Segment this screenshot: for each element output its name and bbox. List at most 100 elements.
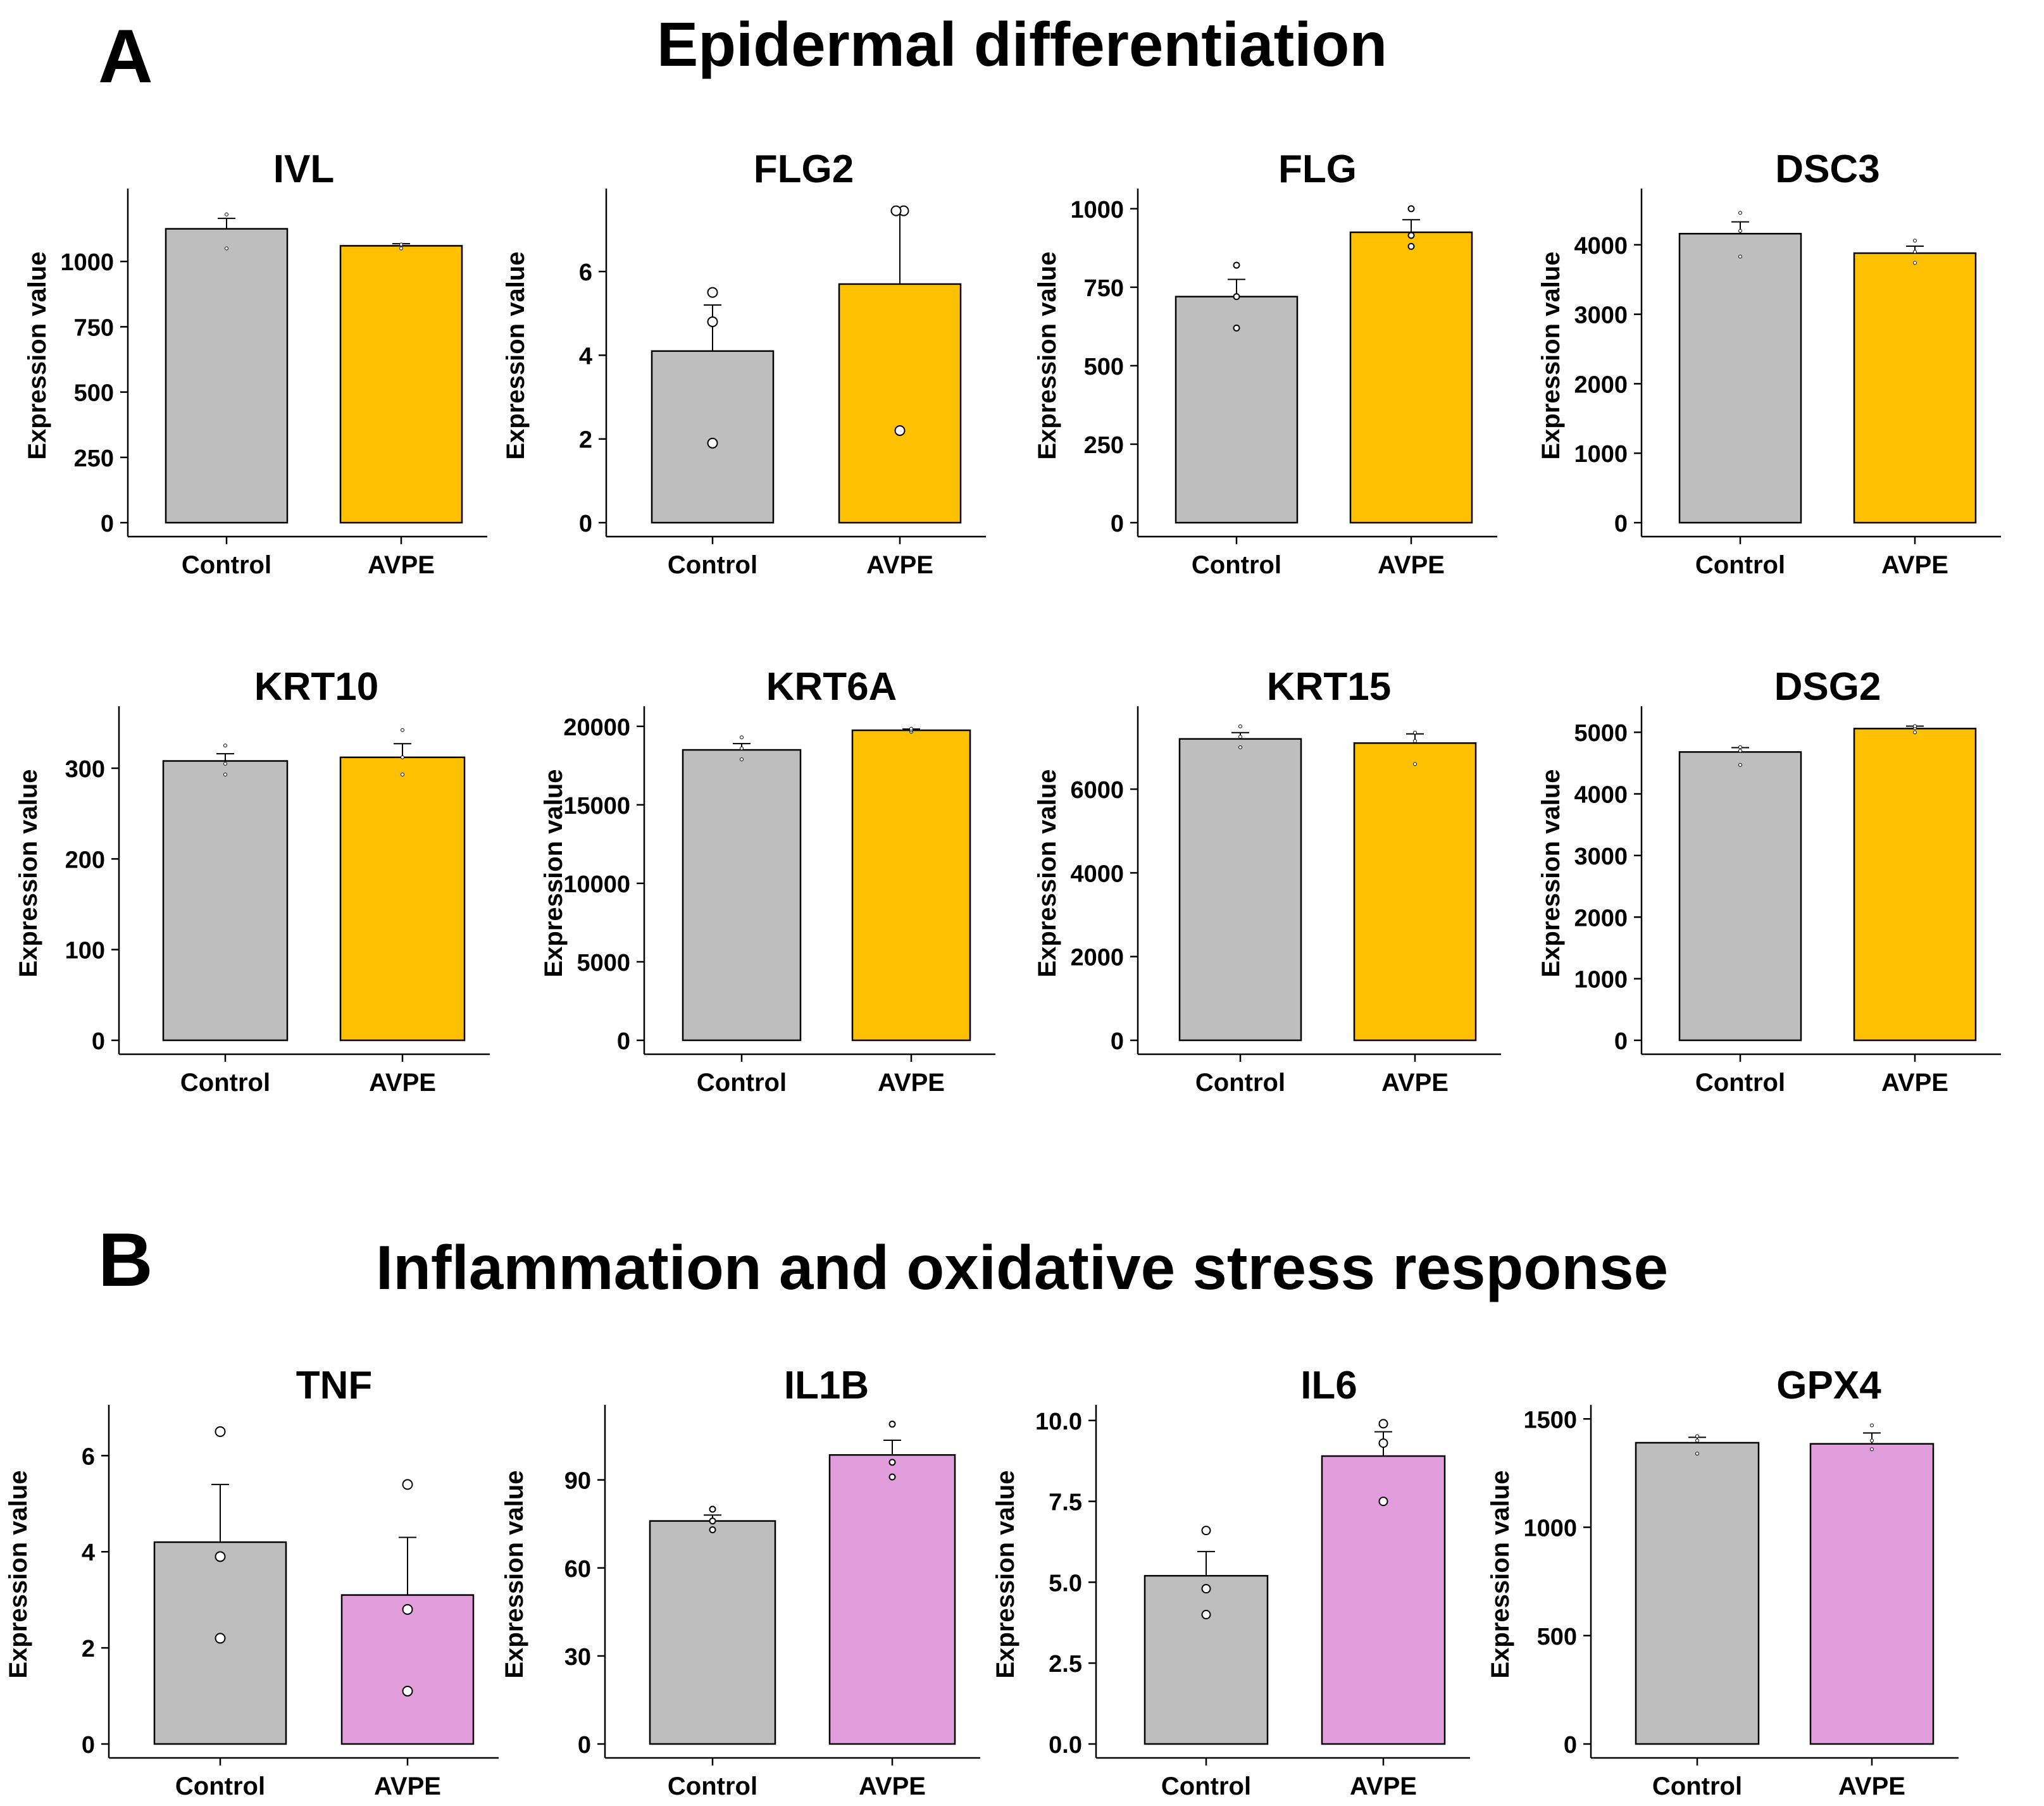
bar-avpe (828, 1454, 956, 1745)
data-point (401, 755, 404, 759)
bar-control (649, 1520, 776, 1745)
chart-dsc3: DSC3 Expression value 0 1000 2000 3000 4000 Con… (1537, 147, 2001, 579)
y-tick-label: 5.0 (1049, 1570, 1082, 1597)
y-tick-label: 0 (579, 511, 592, 537)
chart-il6: IL6 Expression value 0.0 2.5 5.0 7.5 10.0 Contr… (992, 1364, 1470, 1800)
y-tick-label: 90 (564, 1468, 591, 1495)
data-point (1413, 730, 1417, 735)
y-tick-label: 200 (65, 847, 105, 873)
y-tick-label: 250 (74, 445, 114, 472)
y-axis-label: Expression value (992, 1470, 1019, 1678)
bar-avpe (1853, 728, 1977, 1042)
data-point (1913, 261, 1917, 265)
x-tick-label-avpe: AVPE (1881, 1069, 1948, 1097)
data-point (888, 1473, 896, 1481)
y-tick-label: 2 (82, 1636, 95, 1662)
x-tick-label-avpe: AVPE (859, 1772, 926, 1800)
y-tick-label: 7.5 (1049, 1490, 1082, 1516)
data-point (740, 757, 744, 761)
data-point (1407, 205, 1415, 213)
data-point (1870, 1423, 1874, 1428)
bar-control (1678, 233, 1802, 524)
data-point (215, 1551, 226, 1562)
y-tick-label: 0 (617, 1028, 630, 1055)
chart-title: DSC3 (1775, 147, 1879, 191)
bar-avpe (1809, 1443, 1935, 1745)
y-tick-label: 250 (1084, 432, 1124, 459)
y-tick-label: 5000 (1574, 720, 1628, 747)
bar-control (162, 760, 289, 1042)
y-tick-label: 500 (74, 380, 114, 407)
data-point (1238, 724, 1242, 728)
x-tick-label-avpe: AVPE (369, 1069, 436, 1097)
chart-title: IL6 (1300, 1364, 1357, 1407)
data-point (1378, 1419, 1388, 1429)
y-tick-label: 0 (1111, 1028, 1124, 1055)
y-tick-label: 4 (579, 343, 592, 370)
data-point (1913, 249, 1917, 254)
y-tick-label: 10.0 (1035, 1409, 1082, 1435)
y-tick-label: 10000 (563, 871, 630, 898)
chart-title: IL1B (784, 1364, 869, 1407)
data-point (1913, 239, 1917, 243)
bar-avpe (1353, 742, 1477, 1042)
y-tick-label: 15000 (563, 793, 630, 819)
y-tick-label: 6000 (1070, 777, 1124, 804)
y-tick-label: 6 (82, 1443, 95, 1470)
x-tick-label-control: Control (668, 551, 757, 579)
data-point (1870, 1438, 1874, 1443)
x-tick-label-control: Control (1652, 1772, 1742, 1800)
bar-avpe (838, 283, 962, 524)
bar-control (1678, 751, 1802, 1042)
panel-a-title: Epidermal differentiation (656, 9, 1388, 79)
x-tick-label-avpe: AVPE (1381, 1069, 1449, 1097)
x-tick-label-control: Control (1192, 551, 1281, 579)
y-tick-label: 1000 (1523, 1516, 1577, 1542)
y-tick-label: 6 (579, 259, 592, 286)
bar-avpe (339, 756, 466, 1042)
y-tick-label: 750 (1084, 275, 1124, 302)
data-point (888, 1459, 896, 1466)
data-point (707, 316, 718, 327)
y-tick-label: 1000 (60, 249, 114, 276)
data-point (1738, 745, 1742, 749)
y-axis-label: Expression value (1537, 251, 1565, 459)
data-point (909, 726, 913, 731)
data-point (1201, 1526, 1211, 1536)
data-point (709, 1517, 716, 1525)
data-point (402, 1685, 413, 1697)
bar-avpe (340, 1594, 475, 1745)
data-point (709, 1526, 716, 1533)
data-point (223, 744, 227, 748)
y-tick-label: 3000 (1574, 302, 1628, 329)
x-tick-label-avpe: AVPE (374, 1772, 441, 1800)
data-point (709, 1505, 716, 1513)
data-point (707, 287, 718, 298)
chart-title: FLG (1278, 147, 1357, 191)
y-tick-label: 2000 (1574, 905, 1628, 931)
data-point (740, 735, 744, 740)
bar-avpe (339, 245, 463, 524)
y-axis-label: Expression value (502, 251, 530, 459)
bar-control (165, 228, 289, 524)
chart-flg: FLG Expression value 0 250 500 750 1000 Control… (1033, 147, 1497, 579)
data-point (1913, 730, 1917, 735)
y-axis-label: Expression value (1033, 251, 1061, 459)
y-tick-label: 4000 (1574, 782, 1628, 809)
bar-control (1635, 1442, 1760, 1745)
data-point (1738, 211, 1742, 215)
x-tick-label-control: Control (668, 1772, 757, 1800)
data-point (1695, 1452, 1699, 1456)
data-point (1407, 242, 1415, 250)
data-point (1695, 1438, 1699, 1443)
x-tick-label-avpe: AVPE (1838, 1772, 1905, 1800)
data-point (215, 1426, 226, 1437)
y-tick-label: 500 (1084, 354, 1124, 380)
x-tick-label-avpe: AVPE (866, 551, 933, 579)
y-tick-label: 2.5 (1049, 1651, 1082, 1678)
chart-title: DSG2 (1774, 665, 1881, 709)
data-point (225, 246, 228, 251)
data-point (399, 246, 403, 251)
panel-b-title: Inflammation and oxidative stress respon… (375, 1233, 1669, 1302)
y-tick-label: 20000 (563, 714, 630, 741)
